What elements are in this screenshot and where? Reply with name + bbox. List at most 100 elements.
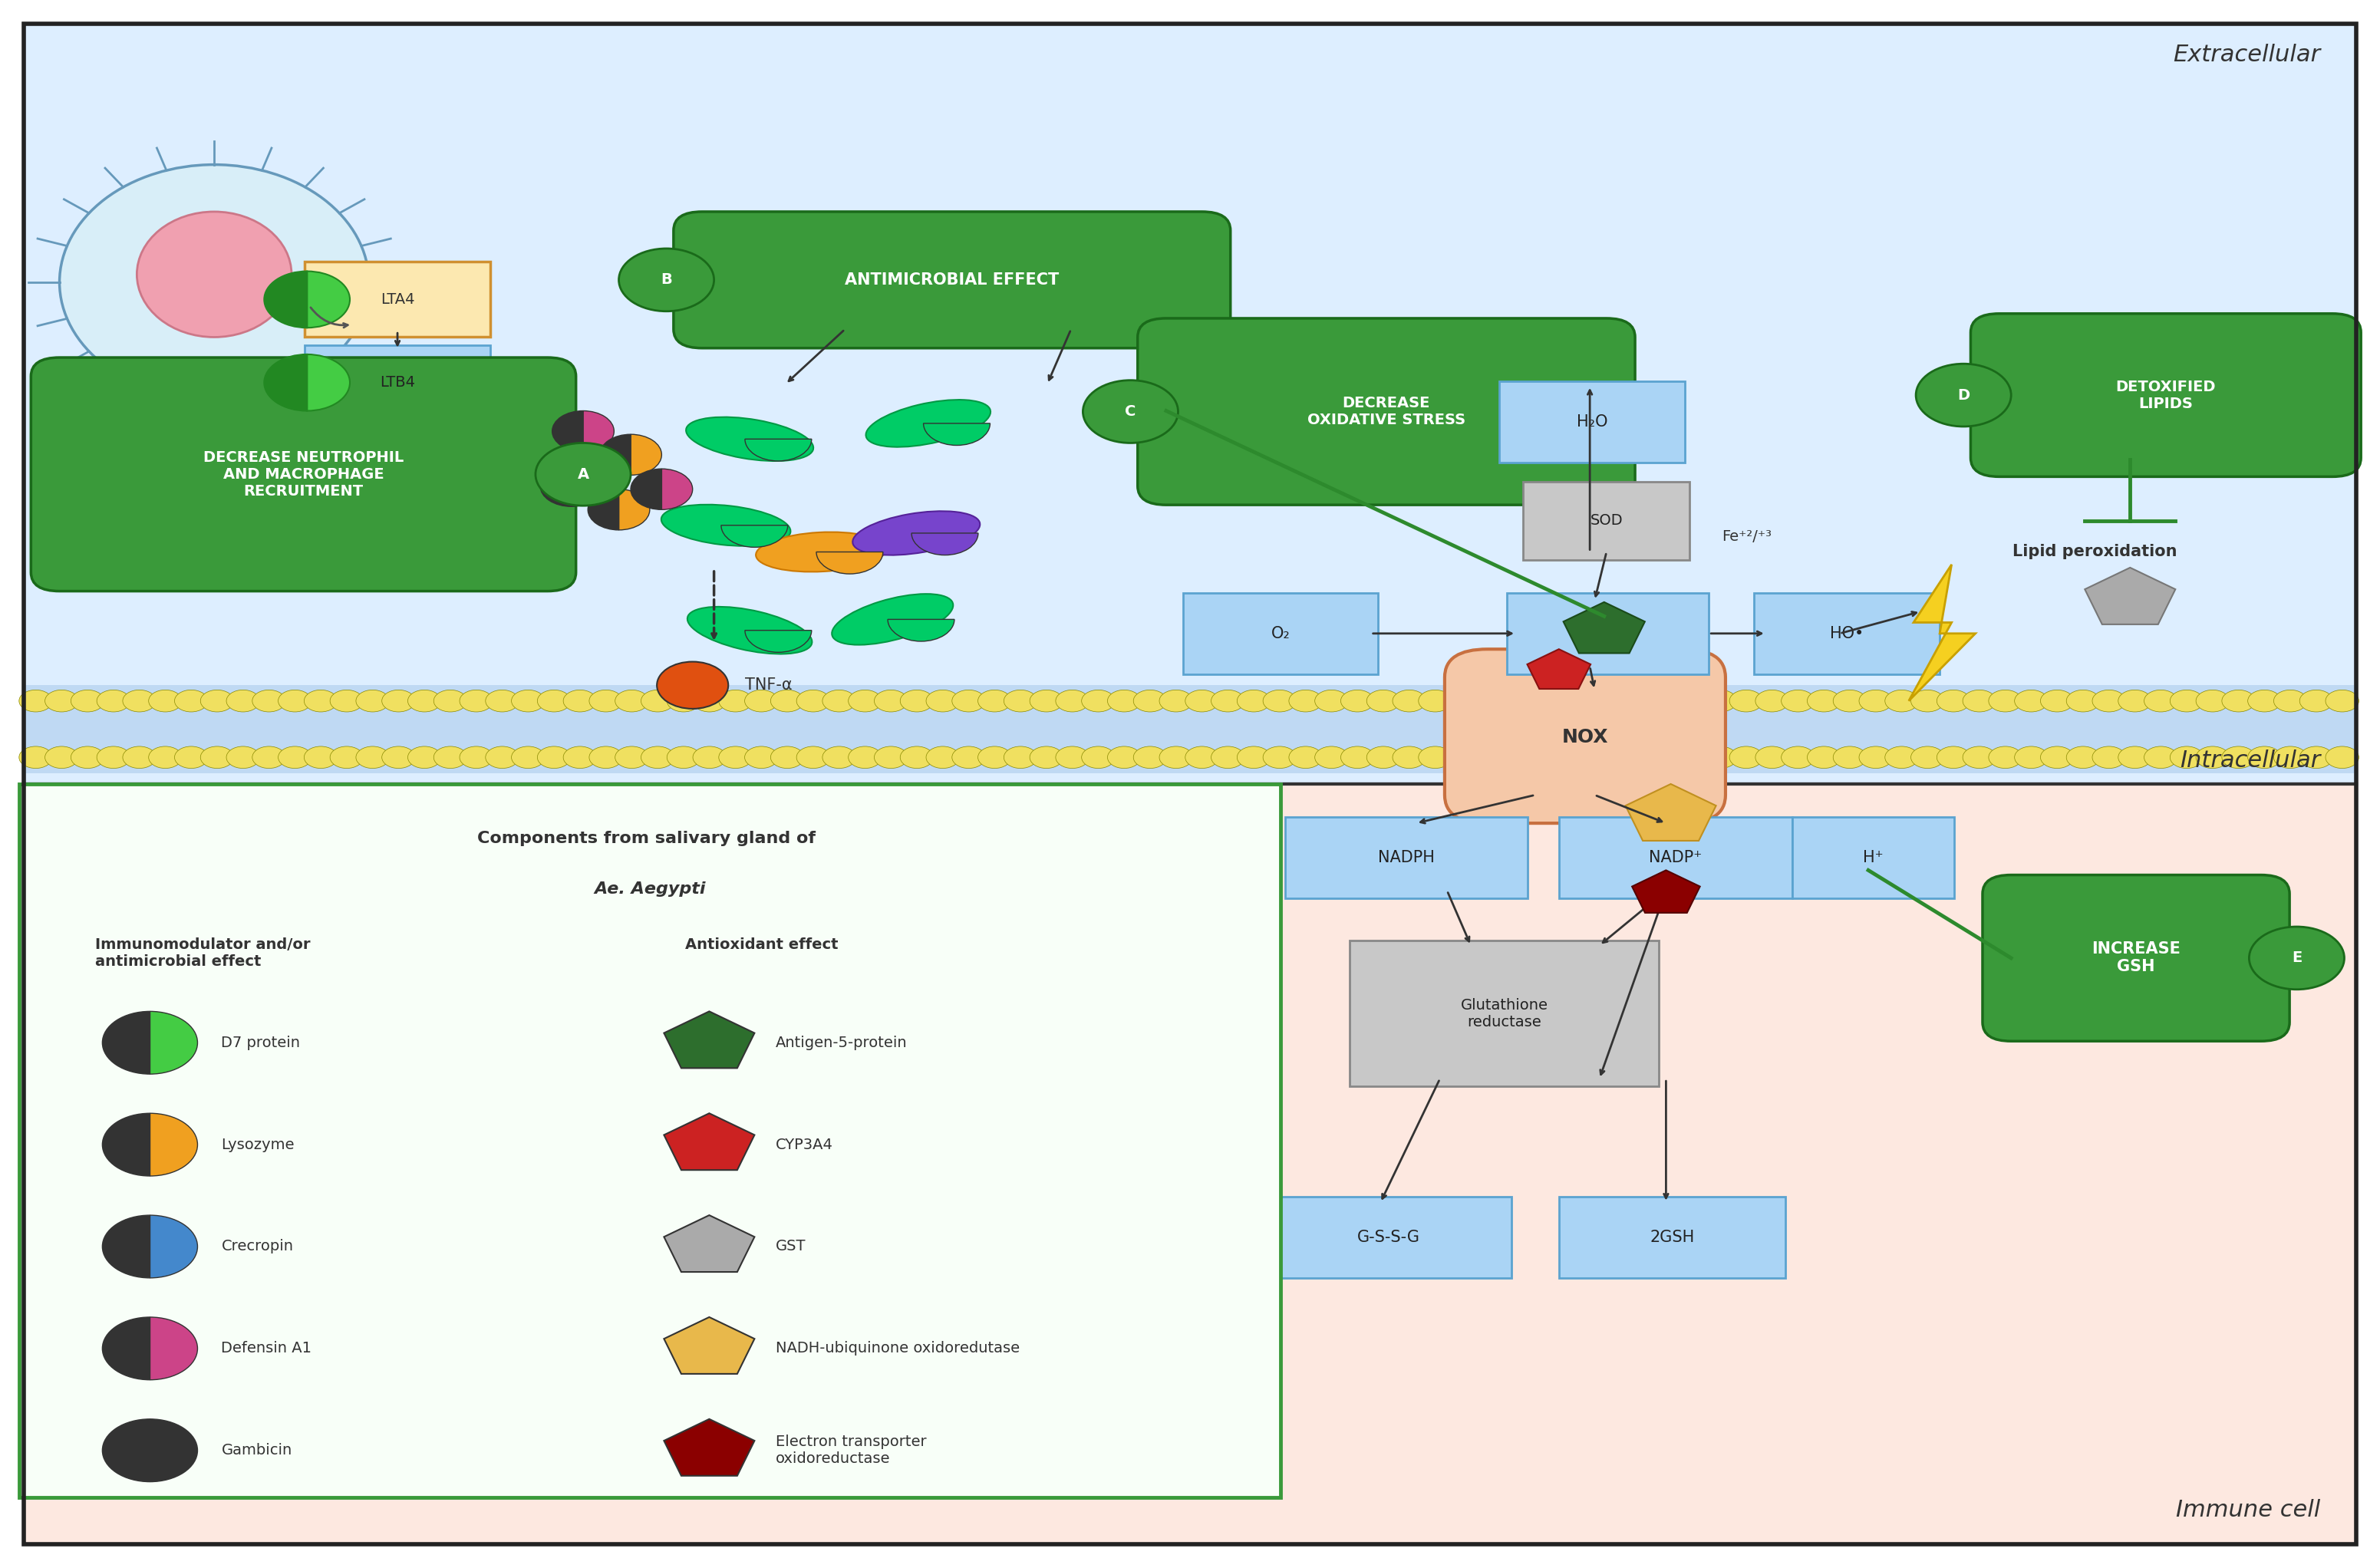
Circle shape [71,690,105,712]
Circle shape [1418,690,1452,712]
Circle shape [536,442,631,505]
Circle shape [564,690,597,712]
Circle shape [174,690,207,712]
Circle shape [1678,690,1711,712]
Text: Intracellular: Intracellular [2180,750,2320,771]
Circle shape [200,690,233,712]
Circle shape [614,746,647,768]
Ellipse shape [688,607,812,654]
Text: DECREASE
OXIDATIVE STRESS: DECREASE OXIDATIVE STRESS [1307,395,1466,428]
Circle shape [407,690,440,712]
Wedge shape [102,1113,150,1176]
Wedge shape [600,434,631,475]
Circle shape [1916,364,2011,426]
Circle shape [459,746,493,768]
Circle shape [1573,746,1606,768]
Text: DETOXIFIED
LIPIDS: DETOXIFIED LIPIDS [2116,379,2216,411]
FancyBboxPatch shape [1183,593,1378,674]
Text: HO•: HO• [1830,626,1864,641]
Polygon shape [1909,564,1975,701]
Circle shape [847,746,881,768]
Circle shape [590,746,624,768]
Ellipse shape [866,400,990,447]
Text: O₂: O₂ [1271,626,1290,641]
Ellipse shape [685,417,814,461]
Circle shape [2171,746,2204,768]
Circle shape [978,746,1012,768]
Circle shape [252,690,286,712]
Circle shape [2197,746,2230,768]
Wedge shape [662,469,693,510]
Text: G-S-S-G: G-S-S-G [1357,1229,1421,1245]
Text: TNF-α: TNF-α [745,677,793,693]
Circle shape [1185,690,1219,712]
Wedge shape [150,1215,198,1278]
Circle shape [1340,746,1373,768]
Circle shape [1264,746,1297,768]
Circle shape [1445,690,1478,712]
Wedge shape [307,271,350,328]
Circle shape [1780,746,1814,768]
FancyBboxPatch shape [1266,1196,1511,1278]
Text: B: B [662,273,671,287]
Circle shape [512,746,545,768]
Circle shape [2144,746,2178,768]
Text: DECREASE NEUTROPHIL
AND MACROPHAGE
RECRUITMENT: DECREASE NEUTROPHIL AND MACROPHAGE RECRU… [202,450,405,499]
Text: D: D [1956,387,1971,403]
Circle shape [357,746,390,768]
FancyBboxPatch shape [1559,817,1792,898]
Circle shape [640,690,674,712]
Circle shape [666,690,700,712]
FancyBboxPatch shape [1285,817,1528,898]
Ellipse shape [60,165,369,400]
Wedge shape [888,619,954,641]
Circle shape [873,746,907,768]
Polygon shape [1633,870,1699,913]
Circle shape [433,690,466,712]
Circle shape [2092,746,2125,768]
Circle shape [900,746,933,768]
Circle shape [1756,690,1790,712]
Circle shape [1599,690,1633,712]
FancyBboxPatch shape [24,784,2356,1544]
Circle shape [873,690,907,712]
Wedge shape [631,469,662,510]
Circle shape [1833,690,1866,712]
Text: Gambicin: Gambicin [221,1443,293,1458]
Text: C: C [1126,405,1135,419]
Circle shape [1392,690,1426,712]
Circle shape [1780,690,1814,712]
Circle shape [926,690,959,712]
Text: ANTIMICROBIAL EFFECT: ANTIMICROBIAL EFFECT [845,273,1059,287]
Circle shape [657,662,728,709]
Wedge shape [150,1011,198,1074]
Text: O₂•: O₂• [1595,626,1621,641]
Circle shape [226,690,259,712]
Circle shape [226,746,259,768]
Circle shape [797,690,831,712]
FancyBboxPatch shape [1792,817,1954,898]
Circle shape [19,690,52,712]
Text: Lipid peroxidation: Lipid peroxidation [2011,544,2178,560]
Circle shape [1963,746,1997,768]
Wedge shape [721,525,788,547]
Wedge shape [540,466,571,506]
FancyBboxPatch shape [1349,941,1659,1087]
Text: Immune cell: Immune cell [2175,1499,2320,1521]
Wedge shape [571,466,602,506]
Circle shape [952,746,985,768]
Circle shape [1547,746,1580,768]
Ellipse shape [757,532,885,572]
Circle shape [1497,690,1530,712]
Circle shape [1107,746,1140,768]
Circle shape [1497,746,1530,768]
Circle shape [1159,746,1192,768]
Polygon shape [664,1419,754,1475]
Text: Crecropin: Crecropin [221,1239,293,1254]
Text: Electron transporter
oxidoreductase: Electron transporter oxidoreductase [776,1435,926,1466]
Circle shape [1211,690,1245,712]
FancyBboxPatch shape [31,358,576,591]
Circle shape [278,746,312,768]
Circle shape [2144,690,2178,712]
Polygon shape [664,1317,754,1374]
